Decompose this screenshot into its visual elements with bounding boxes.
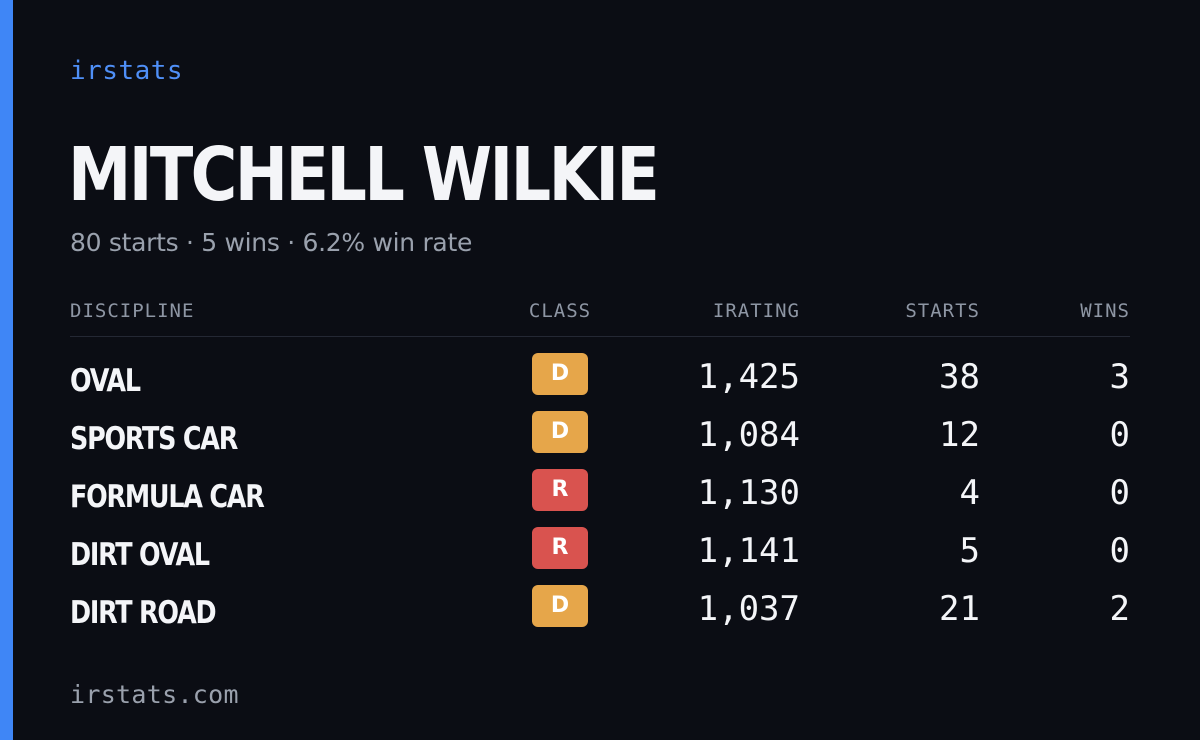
class-badge: D — [532, 585, 588, 627]
wins-value: 0 — [1109, 415, 1130, 455]
table-row: DIRT OVAL R 1,141 5 0 — [70, 527, 1130, 585]
class-badge: D — [532, 353, 588, 395]
table-row: FORMULA CAR R 1,130 4 0 — [70, 469, 1130, 527]
starts-value: 21 — [939, 589, 980, 629]
table-body: OVAL D 1,425 38 3 SPORTS CAR D 1,084 12 … — [70, 353, 1130, 643]
table-header: DISCIPLINE CLASS IRATING STARTS WINS — [70, 296, 1130, 337]
table-row: SPORTS CAR D 1,084 12 0 — [70, 411, 1130, 469]
table-row: OVAL D 1,425 38 3 — [70, 353, 1130, 411]
brand-logo[interactable]: irstats — [70, 56, 184, 86]
wins-value: 0 — [1109, 473, 1130, 513]
stats-table: DISCIPLINE CLASS IRATING STARTS WINS OVA… — [70, 296, 1130, 643]
header-wins: WINS — [1080, 300, 1130, 322]
driver-name: MITCHELL WILKIE — [68, 132, 660, 218]
starts-value: 12 — [939, 415, 980, 455]
footer-url[interactable]: irstats.com — [70, 680, 239, 709]
header-starts: STARTS — [905, 300, 980, 322]
starts-value: 5 — [959, 531, 980, 571]
wins-value: 3 — [1109, 357, 1130, 397]
wins-value: 2 — [1109, 589, 1130, 629]
header-irating: IRATING — [712, 300, 800, 322]
header-class: CLASS — [528, 300, 592, 322]
table-row: DIRT ROAD D 1,037 21 2 — [70, 585, 1130, 643]
starts-value: 38 — [939, 357, 980, 397]
irating-value: 1,141 — [697, 531, 800, 571]
accent-bar — [0, 0, 13, 740]
discipline-name: SPORTS CAR — [70, 421, 238, 457]
discipline-name: FORMULA CAR — [70, 479, 265, 515]
driver-summary: 80 starts · 5 wins · 6.2% win rate — [70, 228, 473, 257]
discipline-name: OVAL — [70, 363, 141, 399]
header-discipline: DISCIPLINE — [70, 300, 195, 322]
discipline-name: DIRT ROAD — [70, 595, 217, 631]
irating-value: 1,037 — [697, 589, 800, 629]
class-badge: R — [532, 527, 588, 569]
class-badge: R — [532, 469, 588, 511]
irating-value: 1,130 — [697, 473, 800, 513]
discipline-name: DIRT OVAL — [70, 537, 210, 573]
wins-value: 0 — [1109, 531, 1130, 571]
class-badge: D — [532, 411, 588, 453]
starts-value: 4 — [959, 473, 980, 513]
irating-value: 1,084 — [697, 415, 800, 455]
irating-value: 1,425 — [697, 357, 800, 397]
